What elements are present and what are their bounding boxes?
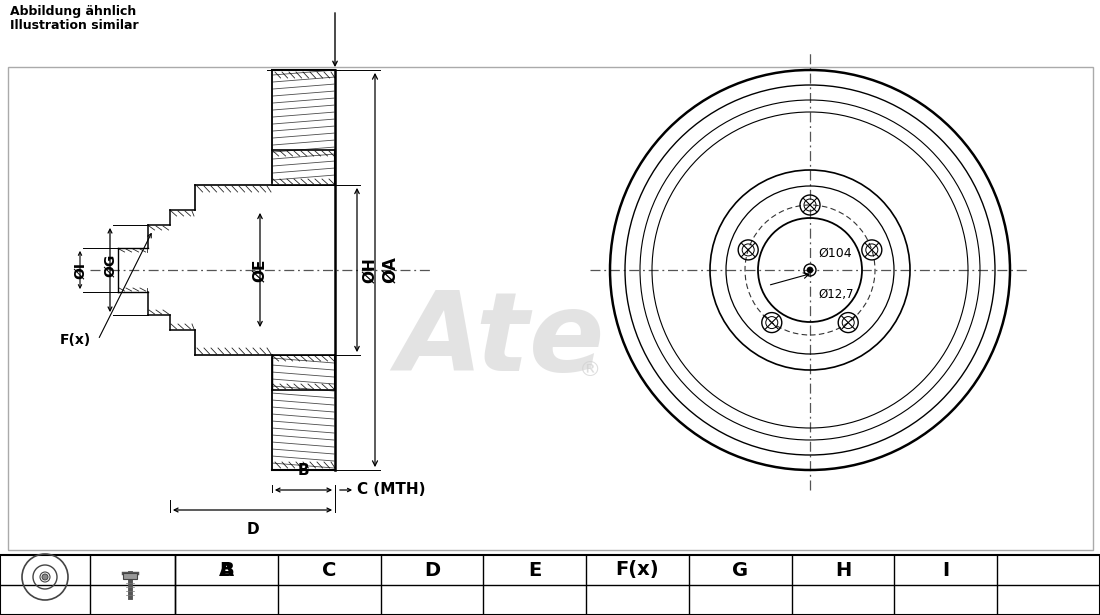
Text: Ø12,7: Ø12,7	[818, 288, 854, 301]
Text: Illustration similar: Illustration similar	[10, 19, 139, 32]
Circle shape	[42, 574, 48, 580]
Bar	[0, 60, 1100, 555]
Text: F(x): F(x)	[60, 333, 91, 347]
Text: ØG: ØG	[103, 253, 117, 277]
Text: E: E	[528, 560, 541, 579]
Text: F(x): F(x)	[616, 560, 659, 579]
Text: ØA: ØA	[381, 256, 399, 284]
Text: I: I	[943, 560, 949, 579]
Text: D: D	[424, 560, 440, 579]
Text: ØI: ØI	[73, 261, 87, 279]
Text: B: B	[298, 463, 309, 478]
Text: B: B	[219, 560, 234, 579]
Bar	[0, 555, 1100, 615]
Bar	[123, 573, 138, 579]
Text: C (MTH): C (MTH)	[358, 483, 426, 498]
Text: G: G	[733, 560, 748, 579]
Text: A: A	[219, 560, 234, 579]
Circle shape	[807, 267, 813, 273]
Text: Abbildung ähnlich: Abbildung ähnlich	[10, 5, 136, 18]
Text: C: C	[322, 560, 337, 579]
Text: Ate: Ate	[396, 287, 604, 394]
Text: ØH: ØH	[362, 257, 377, 283]
Bar	[8, 67, 1093, 550]
Text: D: D	[246, 522, 258, 537]
Text: ØE: ØE	[253, 258, 267, 282]
Text: Ø104: Ø104	[818, 247, 851, 260]
Text: ®: ®	[579, 360, 602, 380]
Text: H: H	[835, 560, 851, 579]
